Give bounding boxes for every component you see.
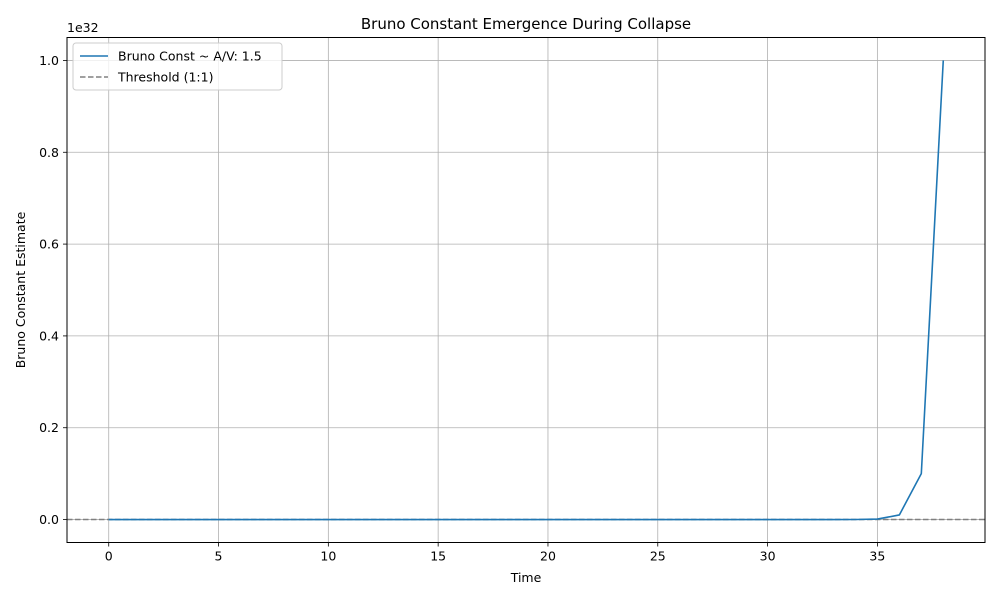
- x-tick-label: 10: [320, 549, 336, 564]
- chart-title: Bruno Constant Emergence During Collapse: [361, 15, 691, 33]
- x-tick-label: 25: [650, 549, 666, 564]
- y-offset-label: 1e32: [67, 20, 99, 35]
- y-axis-title: Bruno Constant Estimate: [13, 211, 28, 368]
- y-tick-label: 0.8: [39, 145, 59, 160]
- x-tick-label: 5: [215, 549, 223, 564]
- plot-frame: [66, 37, 986, 543]
- x-axis-ticks: 0 5 10 15 20 25 30 35: [105, 542, 885, 564]
- y-tick-label: 0.2: [39, 420, 59, 435]
- y-tick-label: 1.0: [39, 53, 59, 68]
- x-axis-title: Time: [510, 570, 542, 585]
- series-line-bruno-const: [108, 60, 945, 521]
- y-tick-label: 0.6: [39, 237, 59, 252]
- legend-label-bruno-const: Bruno Const ~ A/V: 1.5: [118, 49, 262, 64]
- y-tick-label: 0.4: [39, 328, 59, 343]
- y-axis-ticks: 0.0 0.2 0.4 0.6 0.8 1.0: [39, 53, 67, 527]
- x-tick-label: 0: [105, 549, 113, 564]
- legend: Bruno Const ~ A/V: 1.5 Threshold (1:1): [72, 42, 283, 91]
- x-tick-label: 30: [760, 549, 776, 564]
- legend-box: [72, 42, 283, 91]
- x-tick-label: 35: [869, 549, 885, 564]
- series-lines: [108, 60, 945, 521]
- x-tick-label: 15: [430, 549, 446, 564]
- x-tick-label: 20: [540, 549, 556, 564]
- y-tick-label: 0.0: [39, 512, 59, 527]
- legend-label-threshold: Threshold (1:1): [117, 70, 213, 85]
